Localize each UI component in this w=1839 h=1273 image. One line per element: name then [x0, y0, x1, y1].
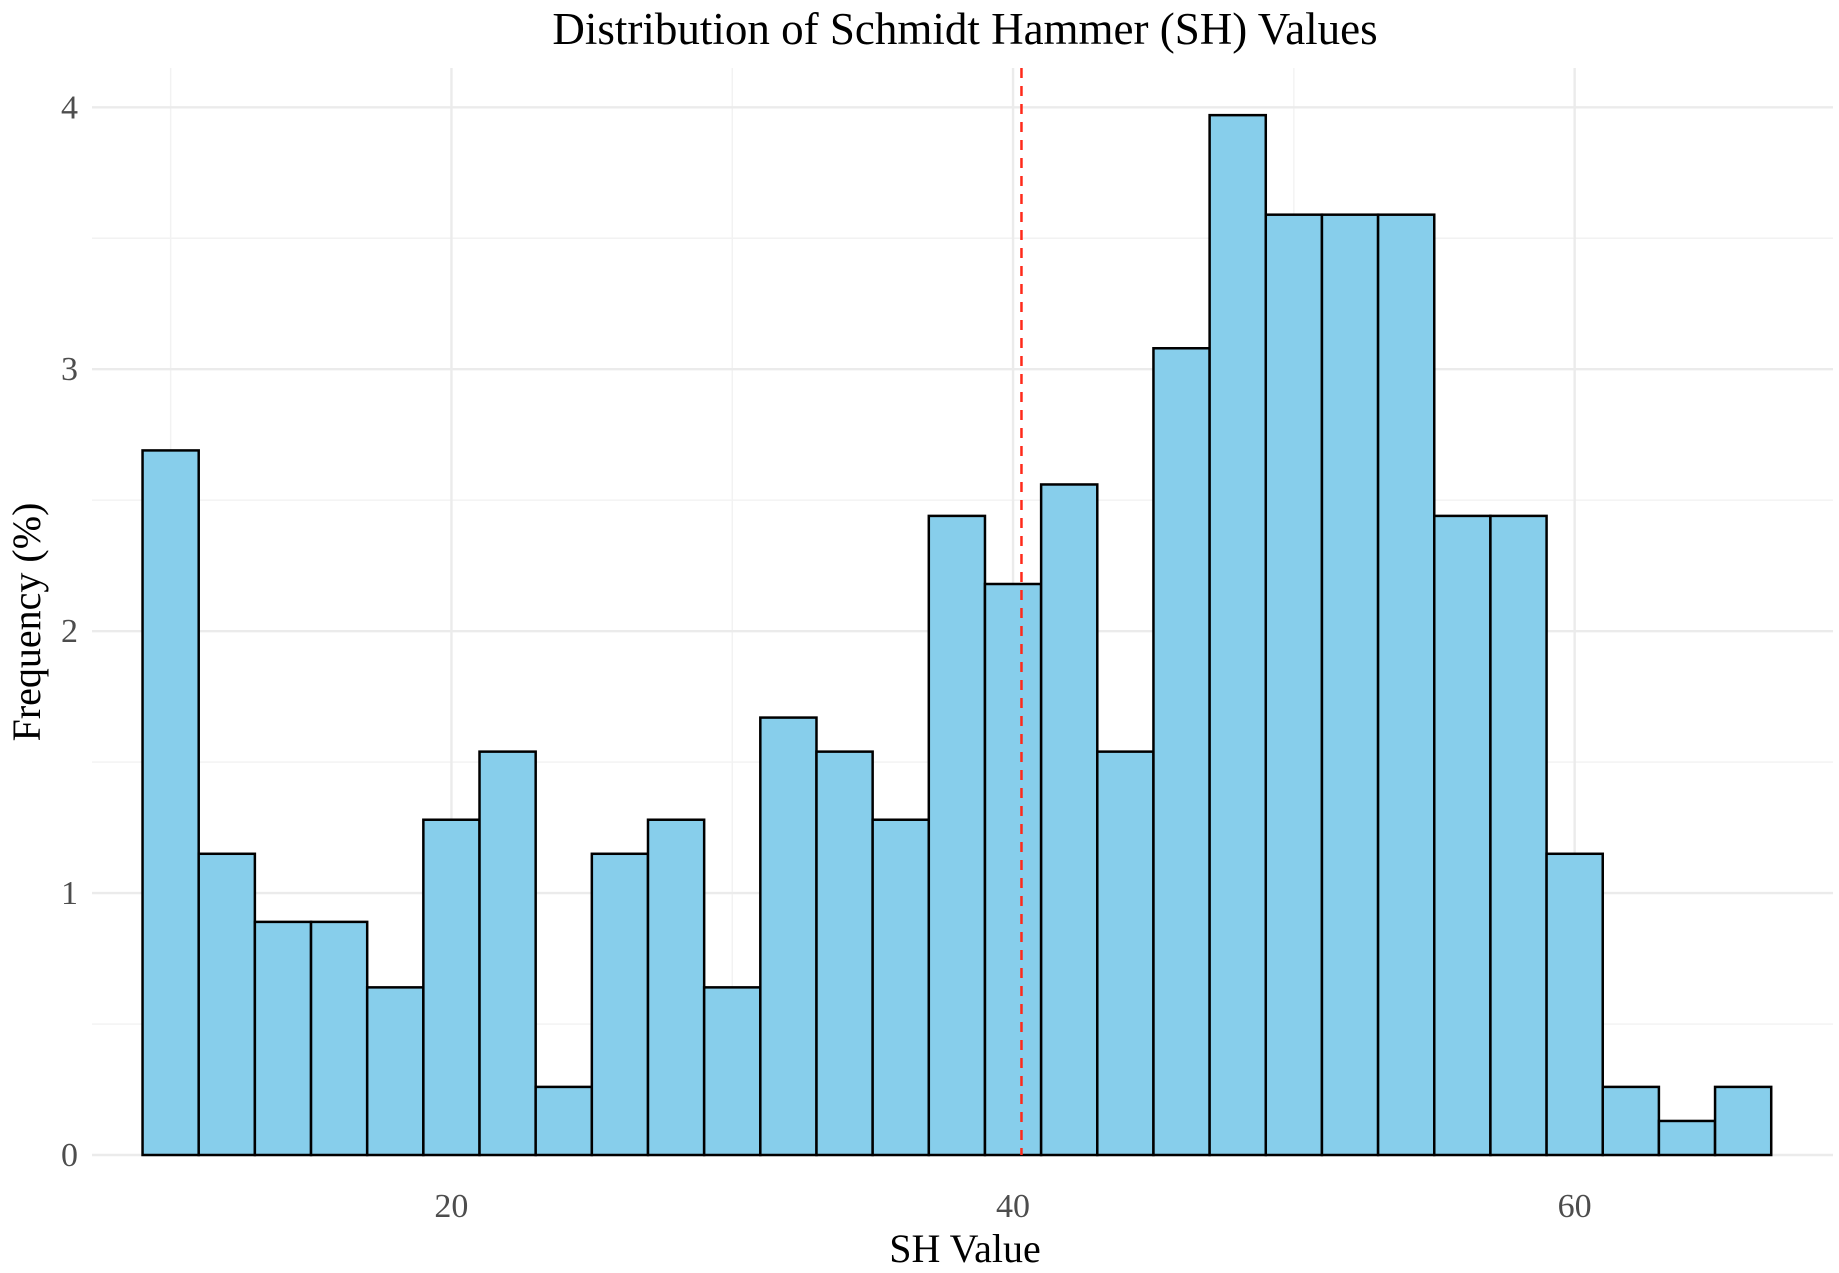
y-tick-label: 2: [61, 613, 78, 650]
y-tick-label: 1: [61, 875, 78, 912]
x-tick-label: 60: [1558, 1188, 1592, 1225]
histogram-bar: [422, 818, 481, 1157]
histogram-bar: [1320, 213, 1380, 1157]
histogram-bar: [759, 716, 818, 1157]
histogram-bar: [1489, 514, 1548, 1157]
histogram-bar: [1713, 1085, 1773, 1157]
chart-title: Distribution of Schmidt Hammer (SH) Valu…: [552, 4, 1377, 54]
x-tick-label: 20: [434, 1188, 468, 1225]
histogram-bar: [927, 514, 987, 1157]
histogram-bar: [590, 852, 650, 1157]
histogram-bar: [646, 818, 706, 1157]
x-tick-label: 40: [996, 1188, 1030, 1225]
histogram-bar: [141, 449, 200, 1157]
histogram-bar: [871, 818, 931, 1157]
histogram-bar: [1208, 113, 1268, 1157]
histogram-bar: [478, 750, 537, 1157]
tick-layer: 20 40 60 0 1 2 3 4: [61, 89, 1592, 1225]
histogram-bar: [1601, 1085, 1661, 1157]
histogram-bar: [365, 986, 425, 1157]
histogram-bar: [197, 852, 257, 1157]
histogram-bar: [1433, 514, 1492, 1157]
histogram-bar: [1039, 483, 1099, 1157]
histogram-bar: [983, 582, 1043, 1157]
x-axis-title: SH Value: [889, 1226, 1040, 1271]
y-tick-label: 0: [61, 1137, 78, 1174]
histogram-bar: [534, 1085, 594, 1157]
histogram-bar: [1376, 213, 1436, 1157]
histogram-bar: [253, 920, 313, 1157]
y-tick-label: 3: [61, 351, 78, 388]
histogram-bar: [815, 750, 874, 1157]
histogram-bar: [1096, 750, 1155, 1157]
y-axis-title: Frequency (%): [4, 503, 49, 742]
y-tick-label: 4: [61, 89, 78, 126]
histogram-bar: [1657, 1119, 1717, 1157]
histogram-bar: [1152, 347, 1211, 1157]
histogram-bar: [1545, 852, 1604, 1157]
bar-layer: [141, 113, 1773, 1157]
histogram-bar: [309, 920, 369, 1157]
histogram-bar: [702, 986, 762, 1157]
histogram-bar: [1264, 213, 1324, 1157]
